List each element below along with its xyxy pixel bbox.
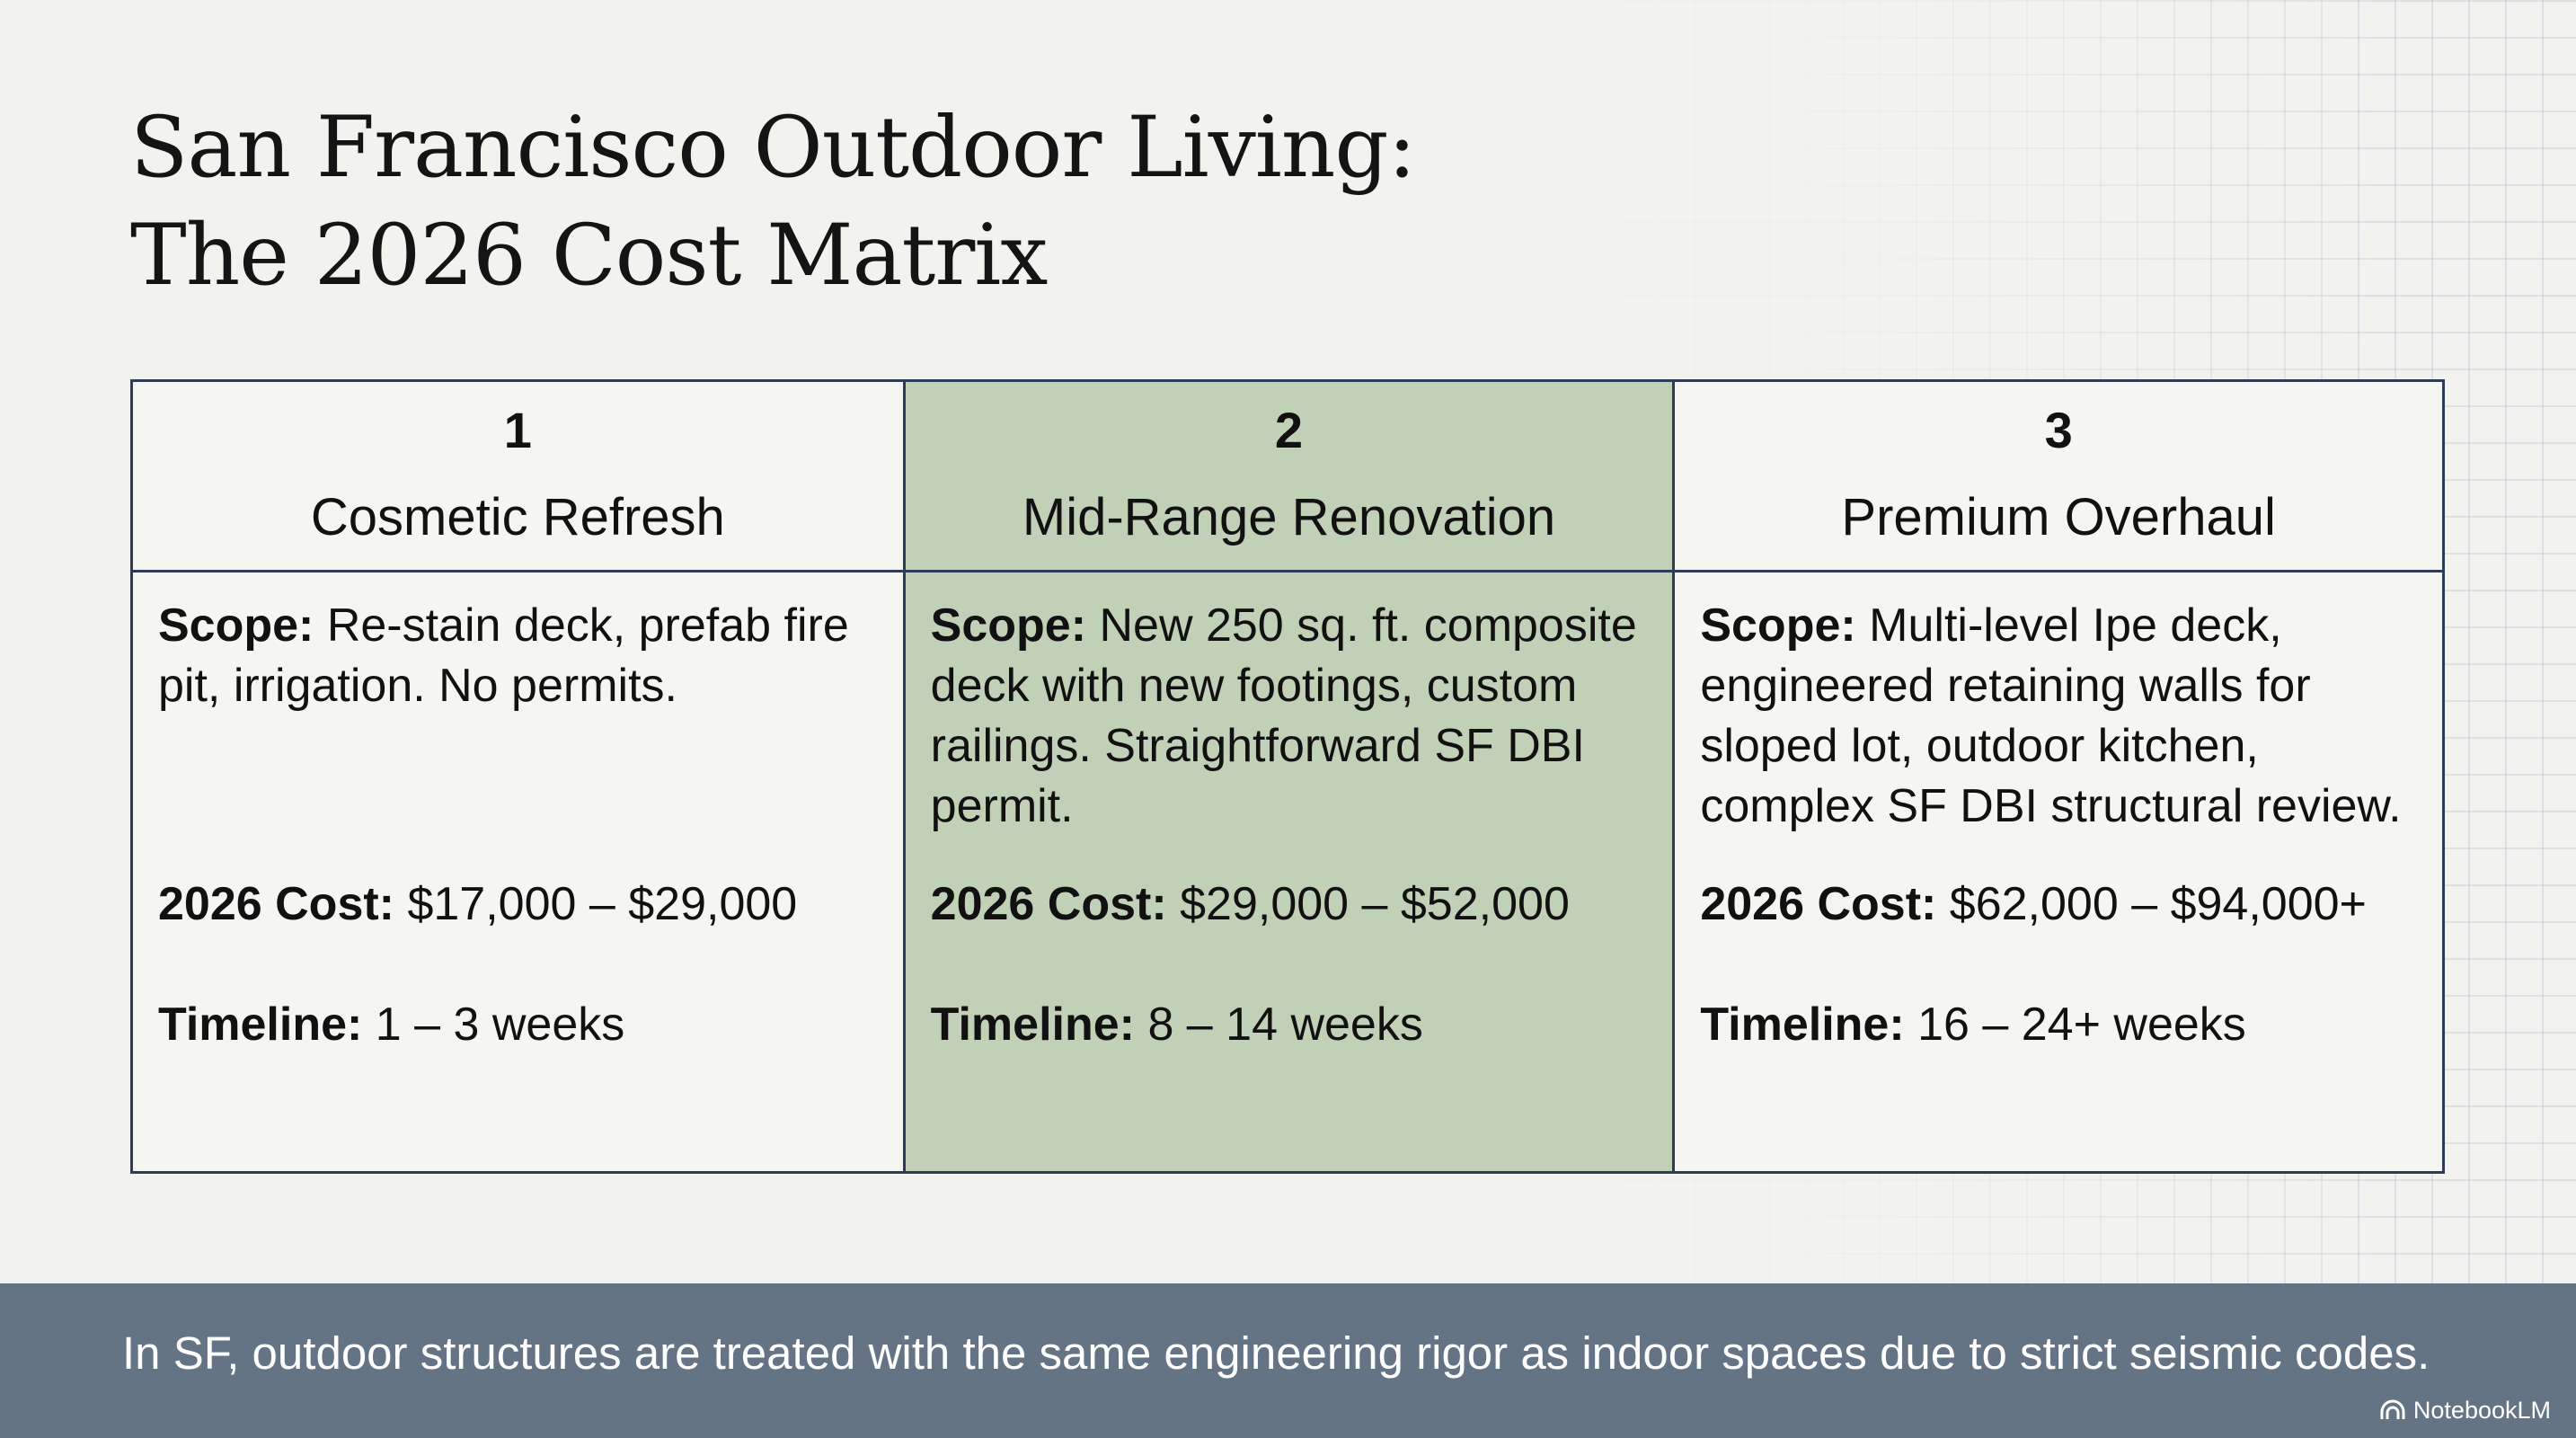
- tier-header: 1 Cosmetic Refresh: [133, 382, 903, 573]
- title-line-2: The 2026 Cost Matrix: [130, 207, 1048, 305]
- tier-body: Scope: Multi-level Ipe deck, engineered …: [1675, 573, 2442, 1055]
- timeline-label: Timeline:: [1700, 999, 1905, 1051]
- tier-header: 3 Premium Overhaul: [1675, 382, 2442, 573]
- tier-number: 2: [1274, 401, 1304, 458]
- cost-text: 2026 Cost: $17,000 – $29,000: [158, 874, 880, 935]
- tier-number: 3: [2044, 401, 2073, 458]
- scope-label: Scope:: [930, 599, 1087, 652]
- scope-text: Scope: Re-stain deck, prefab fire pit, i…: [158, 596, 880, 874]
- timeline-text: Timeline: 16 – 24+ weeks: [1700, 995, 2419, 1055]
- cost-value: $17,000 – $29,000: [407, 878, 798, 930]
- cost-matrix-table: 1 Cosmetic Refresh Scope: Re-stain deck,…: [130, 379, 2445, 1174]
- tier-header: 2 Mid-Range Renovation: [905, 382, 1673, 573]
- tier-column-premium: 3 Premium Overhaul Scope: Multi-level Ip…: [1672, 382, 2442, 1171]
- cost-text: 2026 Cost: $29,000 – $52,000: [931, 874, 1650, 935]
- tier-body: Scope: Re-stain deck, prefab fire pit, i…: [133, 573, 903, 1055]
- timeline-label: Timeline:: [930, 999, 1135, 1051]
- notebooklm-logo-icon: [2380, 1399, 2405, 1419]
- tier-name: Premium Overhaul: [1841, 487, 2276, 546]
- tier-name: Cosmetic Refresh: [310, 487, 725, 546]
- cost-text: 2026 Cost: $62,000 – $94,000+: [1700, 874, 2419, 935]
- timeline-label: Timeline:: [158, 999, 363, 1051]
- footer-caption: In SF, outdoor structures are treated wi…: [122, 1327, 2430, 1379]
- timeline-value: 8 – 14 weeks: [1147, 999, 1423, 1051]
- timeline-value: 16 – 24+ weeks: [1917, 999, 2246, 1051]
- brand-watermark: NotebookLM: [2379, 1395, 2551, 1425]
- page-title: San Francisco Outdoor Living: The 2026 C…: [130, 94, 1416, 310]
- timeline-text: Timeline: 1 – 3 weeks: [158, 995, 880, 1055]
- cost-label: 2026 Cost:: [930, 878, 1167, 930]
- timeline-text: Timeline: 8 – 14 weeks: [931, 995, 1650, 1055]
- footer-banner: In SF, outdoor structures are treated wi…: [0, 1283, 2576, 1438]
- tier-body: Scope: New 250 sq. ft. composite deck wi…: [906, 573, 1673, 1055]
- brand-name: NotebookLM: [2412, 1397, 2551, 1424]
- title-line-1: San Francisco Outdoor Living:: [130, 99, 1416, 197]
- cost-label: 2026 Cost:: [1700, 878, 1937, 930]
- tier-number: 1: [503, 401, 532, 458]
- scope-text: Scope: Multi-level Ipe deck, engineered …: [1700, 596, 2419, 874]
- cost-label: 2026 Cost:: [158, 878, 394, 930]
- scope-label: Scope:: [158, 599, 314, 652]
- cost-value: $29,000 – $52,000: [1180, 878, 1570, 930]
- tier-name: Mid-Range Renovation: [1022, 487, 1556, 546]
- scope-value: Multi-level Ipe deck, engineered retaini…: [1700, 599, 2402, 832]
- scope-text: Scope: New 250 sq. ft. composite deck wi…: [931, 596, 1650, 874]
- cost-value: $62,000 – $94,000+: [1949, 878, 2367, 930]
- tier-column-cosmetic: 1 Cosmetic Refresh Scope: Re-stain deck,…: [133, 382, 903, 1171]
- timeline-value: 1 – 3 weeks: [375, 999, 625, 1051]
- scope-value: New 250 sq. ft. composite deck with new …: [930, 599, 1637, 832]
- scope-label: Scope:: [1700, 599, 1856, 652]
- tier-column-mid-range: 2 Mid-Range Renovation Scope: New 250 sq…: [902, 382, 1673, 1171]
- scope-value: Re-stain deck, prefab fire pit, irrigati…: [158, 599, 849, 712]
